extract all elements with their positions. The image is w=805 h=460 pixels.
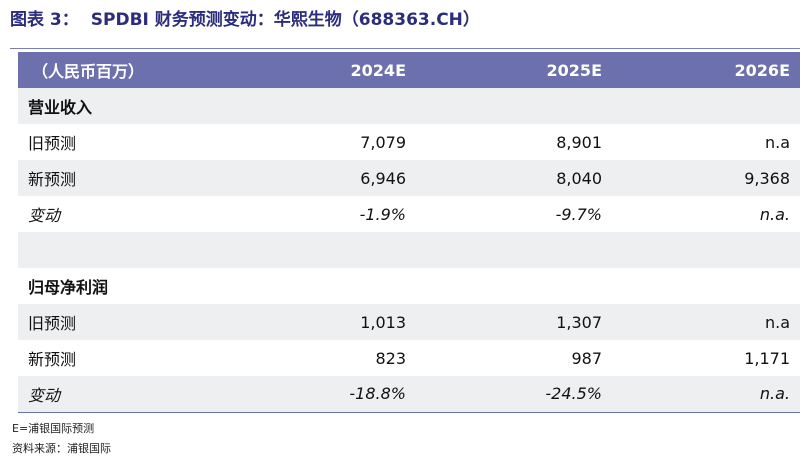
row-label: 变动: [18, 376, 224, 413]
row-label: 新预测: [18, 340, 224, 376]
table-header-row: （人民币百万） 2024E 2025E 2026E: [18, 52, 800, 88]
row-label: 旧预测: [18, 304, 224, 340]
forecast-table: （人民币百万） 2024E 2025E 2026E 营业收入 旧预测 7,079…: [18, 52, 800, 413]
figure-title-text: SPDBI 财务预测变动：华熙生物（688363.CH）: [90, 10, 480, 30]
cell-value: n.a.: [612, 376, 800, 413]
figure-title: 图表 3： SPDBI 财务预测变动：华熙生物（688363.CH）: [10, 6, 800, 34]
header-2025e: 2025E: [416, 52, 612, 88]
table-row: 变动 -18.8% -24.5% n.a.: [18, 376, 800, 413]
cell-value: 8,040: [416, 160, 612, 196]
estimate-note: E=浦银国际预测: [12, 422, 95, 435]
cell-value: n.a: [612, 304, 800, 340]
footnotes: E=浦银国际预测 资料来源：浦银国际: [12, 419, 111, 459]
section-row-net-profit: 归母净利润: [18, 268, 800, 304]
row-label: 新预测: [18, 160, 224, 196]
cell-value: 7,079: [224, 124, 416, 160]
table-row: 旧预测 1,013 1,307 n.a: [18, 304, 800, 340]
table-row: 旧预测 7,079 8,901 n.a: [18, 124, 800, 160]
row-label: 旧预测: [18, 124, 224, 160]
cell-value: 1,307: [416, 304, 612, 340]
cell-value: -24.5%: [416, 376, 612, 413]
table-row: 变动 -1.9% -9.7% n.a.: [18, 196, 800, 232]
cell-value: -18.8%: [224, 376, 416, 413]
cell-value: 1,171: [612, 340, 800, 376]
table-row: 新预测 823 987 1,171: [18, 340, 800, 376]
header-2026e: 2026E: [612, 52, 800, 88]
cell-value: -1.9%: [224, 196, 416, 232]
cell-value: 823: [224, 340, 416, 376]
section-title: 营业收入: [18, 88, 224, 124]
cell-value: n.a.: [612, 196, 800, 232]
row-label: 变动: [18, 196, 224, 232]
header-2024e: 2024E: [224, 52, 416, 88]
source-note: 资料来源：浦银国际: [12, 442, 111, 455]
table-row: 新预测 6,946 8,040 9,368: [18, 160, 800, 196]
section-row-revenue: 营业收入: [18, 88, 800, 124]
cell-value: 9,368: [612, 160, 800, 196]
cell-value: 6,946: [224, 160, 416, 196]
figure-caption: 图表 3：: [10, 10, 79, 30]
header-unit: （人民币百万）: [18, 52, 224, 88]
title-divider: [10, 48, 800, 49]
cell-value: -9.7%: [416, 196, 612, 232]
spacer-row: [18, 232, 800, 268]
section-title: 归母净利润: [18, 268, 224, 304]
cell-value: 8,901: [416, 124, 612, 160]
cell-value: 1,013: [224, 304, 416, 340]
cell-value: 987: [416, 340, 612, 376]
cell-value: n.a: [612, 124, 800, 160]
